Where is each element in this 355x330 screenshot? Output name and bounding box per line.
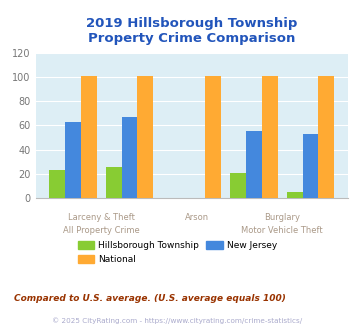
Bar bbox=[81, 76, 97, 198]
Text: Larceny & Theft: Larceny & Theft bbox=[68, 213, 135, 222]
Title: 2019 Hillsborough Township
Property Crime Comparison: 2019 Hillsborough Township Property Crim… bbox=[86, 17, 297, 45]
Bar bbox=[262, 76, 278, 198]
Text: Arson: Arson bbox=[185, 213, 209, 222]
Bar bbox=[205, 76, 221, 198]
Bar bbox=[246, 131, 262, 198]
Text: Compared to U.S. average. (U.S. average equals 100): Compared to U.S. average. (U.S. average … bbox=[14, 294, 286, 303]
Legend: Hillsborough Township, National, New Jersey: Hillsborough Township, National, New Jer… bbox=[74, 238, 281, 268]
Bar bbox=[137, 76, 153, 198]
Text: All Property Crime: All Property Crime bbox=[63, 226, 140, 235]
Bar bbox=[121, 117, 137, 198]
Bar bbox=[318, 76, 334, 198]
Bar bbox=[302, 134, 318, 198]
Text: Burglary: Burglary bbox=[264, 213, 300, 222]
Bar bbox=[230, 173, 246, 198]
Bar bbox=[106, 167, 121, 198]
Text: © 2025 CityRating.com - https://www.cityrating.com/crime-statistics/: © 2025 CityRating.com - https://www.city… bbox=[53, 317, 302, 324]
Bar bbox=[65, 122, 81, 198]
Bar bbox=[49, 170, 65, 198]
Text: Motor Vehicle Theft: Motor Vehicle Theft bbox=[241, 226, 323, 235]
Bar bbox=[287, 192, 302, 198]
